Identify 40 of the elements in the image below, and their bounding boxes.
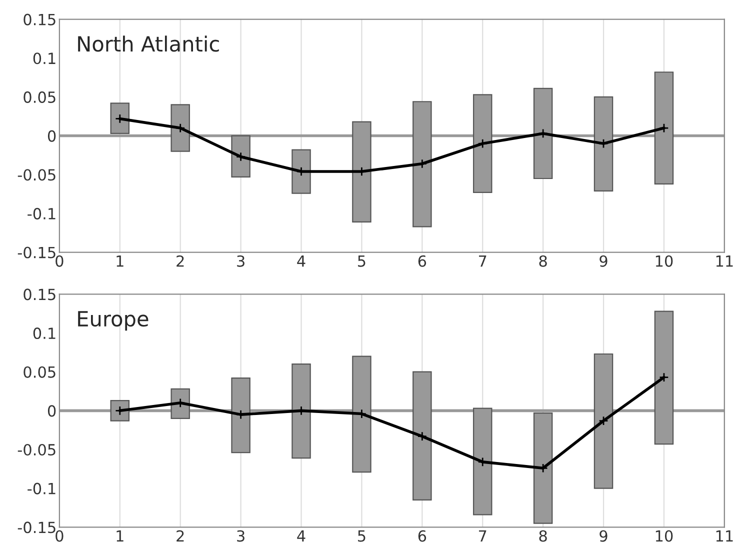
- x-tick-label: 10: [656, 255, 673, 267]
- y-tick-label: 0: [48, 405, 56, 417]
- y-tick-label: -0.05: [18, 444, 56, 456]
- text: Europe: [78, 311, 148, 331]
- x-tick-label: 5: [358, 530, 366, 542]
- y-tick-label: 0: [48, 130, 56, 142]
- x-tick-label: 6: [418, 530, 426, 542]
- y-tick-label: -0.1: [28, 482, 56, 494]
- x-tick-label: 2: [176, 255, 184, 267]
- x-tick-label: 11: [716, 256, 733, 267]
- x-tick-label: 1: [116, 256, 124, 267]
- x-tick-label: 3: [237, 255, 244, 267]
- y-tick-label: -0.15: [18, 246, 56, 258]
- x-tick-label: 9: [600, 530, 608, 542]
- x-tick-label: 1: [116, 530, 124, 542]
- x-tick-label: 10: [656, 530, 673, 542]
- y-tick-label: 0.1: [33, 327, 56, 340]
- y-tick-label: 0.1: [33, 52, 56, 64]
- x-tick-label: 2: [176, 530, 184, 542]
- y-tick-label: 0.15: [24, 14, 56, 26]
- y-tick-label: -0.1: [28, 208, 56, 220]
- x-tick-label: 7: [479, 530, 486, 542]
- y-tick-label: -0.05: [18, 169, 56, 181]
- x-tick-label: 11: [716, 530, 733, 542]
- y-tick-label: 0.15: [24, 288, 56, 300]
- x-tick-label: 8: [539, 530, 547, 542]
- y-tick-label: 0.05: [24, 366, 56, 378]
- y-tick-label: -0.15: [18, 522, 56, 534]
- x-tick-label: 4: [297, 256, 306, 267]
- x-tick-label: 5: [358, 256, 366, 267]
- x-tick-label: 7: [479, 256, 486, 267]
- x-tick-label: 6: [418, 255, 426, 267]
- x-tick-label: 9: [600, 255, 608, 267]
- x-tick-label: 0: [56, 255, 64, 267]
- x-tick-label: 3: [237, 530, 244, 542]
- x-tick-label: 0: [56, 530, 64, 542]
- x-tick-label: 8: [539, 255, 547, 267]
- y-tick-label: 0.05: [24, 91, 56, 103]
- text: North Atlantic: [78, 36, 219, 52]
- x-tick-label: 4: [297, 530, 306, 542]
